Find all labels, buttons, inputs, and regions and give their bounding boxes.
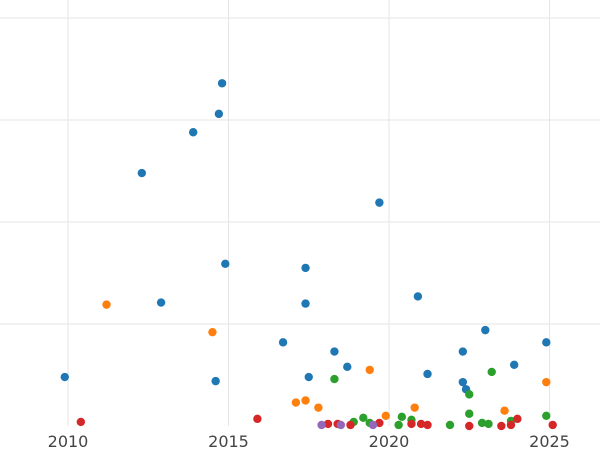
data-point xyxy=(394,420,403,430)
data-point xyxy=(330,374,339,384)
data-point xyxy=(253,414,262,424)
data-point xyxy=(416,419,426,429)
data-point xyxy=(343,362,352,372)
data-point xyxy=(542,411,551,420)
data-point xyxy=(423,369,432,379)
data-point xyxy=(487,367,496,377)
data-point xyxy=(314,403,323,412)
data-point xyxy=(304,372,313,382)
data-point xyxy=(445,420,455,430)
data-point xyxy=(465,421,474,431)
data-point xyxy=(102,300,111,309)
data-point xyxy=(301,396,310,405)
data-point xyxy=(214,109,224,119)
data-point xyxy=(336,420,346,430)
data-point xyxy=(481,325,490,335)
data-point xyxy=(407,419,416,429)
data-point xyxy=(484,419,493,429)
data-point xyxy=(301,299,310,308)
data-point xyxy=(458,377,468,387)
data-point xyxy=(330,347,339,356)
x-tick-label: 2025 xyxy=(529,432,570,450)
data-point xyxy=(500,406,509,415)
data-point xyxy=(346,420,355,430)
data-point xyxy=(76,417,86,427)
data-point xyxy=(410,403,419,412)
data-point xyxy=(413,292,423,301)
grid-layer xyxy=(0,0,600,426)
data-point xyxy=(60,372,69,382)
data-point xyxy=(278,338,288,347)
x-tick-label: 2020 xyxy=(369,432,410,450)
data-point xyxy=(397,412,407,422)
data-point xyxy=(542,377,551,387)
x-axis-ticks: 2010 2015 2020 2025 xyxy=(48,432,570,451)
data-point xyxy=(506,420,516,430)
x-tick-label: 2015 xyxy=(208,432,249,450)
data-point xyxy=(301,263,310,273)
data-point xyxy=(465,390,474,399)
data-point xyxy=(323,419,333,429)
data-point xyxy=(375,418,384,428)
data-point xyxy=(291,398,301,407)
data-point xyxy=(156,298,166,307)
data-point xyxy=(188,128,198,137)
data-point xyxy=(221,259,230,269)
data-point xyxy=(423,420,432,430)
data-point xyxy=(375,198,384,207)
data-point xyxy=(465,409,474,418)
data-point xyxy=(211,376,220,386)
data-point xyxy=(477,418,487,428)
data-point xyxy=(548,420,557,430)
data-point xyxy=(365,365,374,375)
data-point xyxy=(458,347,468,356)
data-point xyxy=(509,360,519,369)
data-point xyxy=(368,420,378,430)
data-point xyxy=(542,338,551,347)
data-point xyxy=(208,327,217,337)
data-point xyxy=(317,420,326,430)
data-points xyxy=(60,79,557,431)
x-tick-label: 2010 xyxy=(48,432,89,450)
data-point xyxy=(497,421,506,431)
data-point xyxy=(137,168,147,178)
data-point xyxy=(359,413,368,423)
data-point xyxy=(217,79,227,88)
data-point xyxy=(513,414,522,424)
data-point xyxy=(381,411,390,420)
